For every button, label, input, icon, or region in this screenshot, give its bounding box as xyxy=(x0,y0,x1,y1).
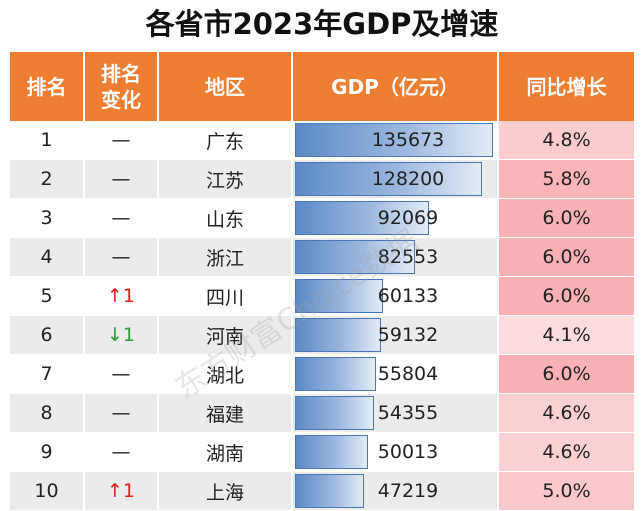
header-rank-change: 排名 变化 xyxy=(84,52,159,121)
rank-cell: 6 xyxy=(10,315,85,355)
region-cell: 江苏 xyxy=(158,159,293,199)
rank-cell: 2 xyxy=(10,159,85,199)
gdp-cell: 92069 xyxy=(292,198,499,238)
gdp-cell: 59132 xyxy=(292,315,499,355)
gdp-value: 82553 xyxy=(377,246,439,268)
header-gdp: GDP（亿元） xyxy=(292,52,499,121)
gdp-bar xyxy=(295,123,493,157)
gdp-value: 47219 xyxy=(377,480,439,502)
gdp-bar xyxy=(295,240,415,274)
gdp-bar xyxy=(295,201,429,235)
table-row: 9— 湖南 50013 4.6% xyxy=(10,432,634,472)
gdp-value: 135673 xyxy=(371,129,445,151)
header-rank: 排名 xyxy=(10,52,85,121)
rank-cell: 10 xyxy=(10,471,85,511)
table-row: 1— 广东 135673 4.8% xyxy=(10,121,634,160)
gdp-bar xyxy=(295,279,383,313)
gdp-bar xyxy=(295,435,368,469)
gdp-value: 60133 xyxy=(377,285,439,307)
gdp-bar xyxy=(295,318,381,352)
growth-cell: 4.1% xyxy=(498,315,634,355)
gdp-value: 59132 xyxy=(377,324,439,346)
growth-cell: 6.0% xyxy=(498,237,634,277)
rank-cell: 7 xyxy=(10,354,85,394)
region-cell: 湖北 xyxy=(158,354,293,394)
rank-change-cell: ↑1 xyxy=(84,276,159,316)
region-cell: 河南 xyxy=(158,315,293,355)
region-cell: 广东 xyxy=(158,121,293,160)
rank-change-cell: ↓1 xyxy=(84,315,159,355)
region-cell: 山东 xyxy=(158,198,293,238)
table-row: 10 ↑1 上海 47219 5.0% xyxy=(10,471,634,511)
gdp-cell: 135673 xyxy=(292,121,499,160)
header-region: 地区 xyxy=(158,52,293,121)
gdp-cell: 60133 xyxy=(292,276,499,316)
gdp-value: 55804 xyxy=(377,363,439,385)
rank-change-cell: — xyxy=(84,354,159,394)
growth-cell: 4.6% xyxy=(498,393,634,433)
rank-change-cell: ↑1 xyxy=(84,471,159,511)
gdp-cell: 47219 xyxy=(292,471,499,511)
gdp-bar xyxy=(295,396,374,430)
table-header-row: 排名 排名 变化 地区 GDP（亿元） 同比增长 xyxy=(10,52,634,121)
gdp-value: 50013 xyxy=(377,441,439,463)
gdp-cell: 54355 xyxy=(292,393,499,433)
gdp-cell: 50013 xyxy=(292,432,499,472)
growth-cell: 6.0% xyxy=(498,354,634,394)
rank-change-cell: — xyxy=(84,121,159,160)
growth-cell: 5.8% xyxy=(498,159,634,199)
gdp-bar xyxy=(295,162,482,196)
gdp-cell: 82553 xyxy=(292,237,499,277)
rank-cell: 1 xyxy=(10,121,85,160)
header-growth: 同比增长 xyxy=(498,52,634,121)
gdp-bar xyxy=(295,357,376,391)
growth-cell: 4.8% xyxy=(498,121,634,160)
gdp-cell: 55804 xyxy=(292,354,499,394)
gdp-value: 92069 xyxy=(377,207,439,229)
region-cell: 福建 xyxy=(158,393,293,433)
table-row: 3— 山东 92069 6.0% xyxy=(10,198,634,238)
region-cell: 浙江 xyxy=(158,237,293,277)
rank-cell: 9 xyxy=(10,432,85,472)
rank-change-cell: — xyxy=(84,393,159,433)
rank-cell: 3 xyxy=(10,198,85,238)
gdp-table: 排名 排名 变化 地区 GDP（亿元） 同比增长 1— 广东 135673 4.8% 2—… xyxy=(10,52,634,511)
region-cell: 四川 xyxy=(158,276,293,316)
table-row: 6 ↓1 河南 59132 4.1% xyxy=(10,315,634,355)
rank-change-cell: — xyxy=(84,237,159,277)
growth-cell: 4.6% xyxy=(498,432,634,472)
table-row: 4— 浙江 82553 6.0% xyxy=(10,237,634,277)
region-cell: 湖南 xyxy=(158,432,293,472)
region-cell: 上海 xyxy=(158,471,293,511)
rank-cell: 5 xyxy=(10,276,85,316)
rank-cell: 8 xyxy=(10,393,85,433)
rank-change-cell: — xyxy=(84,198,159,238)
growth-cell: 6.0% xyxy=(498,276,634,316)
growth-cell: 5.0% xyxy=(498,471,634,511)
gdp-cell: 128200 xyxy=(292,159,499,199)
gdp-value: 128200 xyxy=(371,168,445,190)
rank-change-cell: — xyxy=(84,432,159,472)
table-row: 8— 福建 54355 4.6% xyxy=(10,393,634,433)
rank-cell: 4 xyxy=(10,237,85,277)
gdp-value: 54355 xyxy=(377,402,439,424)
growth-cell: 6.0% xyxy=(498,198,634,238)
table-row: 5 ↑1 四川 60133 6.0% xyxy=(10,276,634,316)
table-row: 7— 湖北 55804 6.0% xyxy=(10,354,634,394)
table-row: 2— 江苏 128200 5.8% xyxy=(10,159,634,199)
gdp-bar xyxy=(295,474,364,508)
page-title: 各省市2023年GDP及增速 xyxy=(145,7,499,41)
rank-change-cell: — xyxy=(84,159,159,199)
